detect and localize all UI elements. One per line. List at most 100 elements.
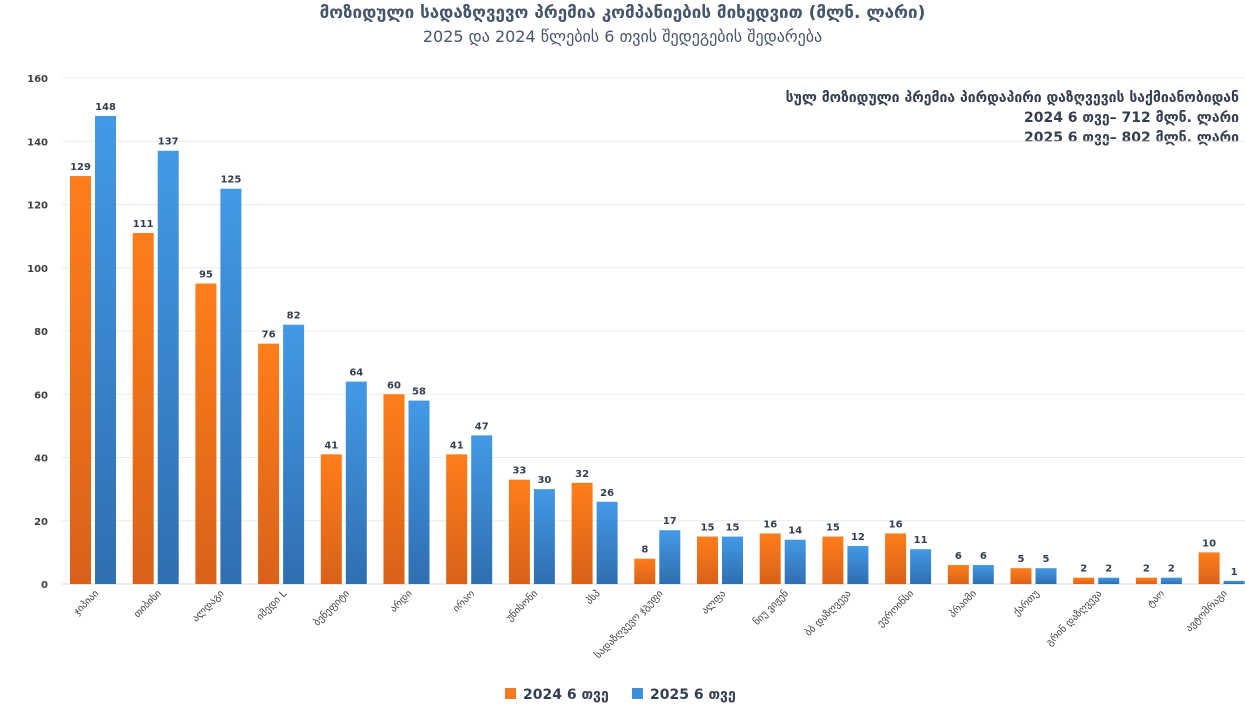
bar-2025 — [847, 546, 869, 584]
x-tick-label: ალფა — [700, 588, 728, 616]
y-tick-label: 140 — [27, 137, 48, 148]
x-tick-label: ბბ დაზღვევა — [803, 588, 854, 639]
bar-2024 — [383, 394, 405, 584]
bar-2024 — [634, 558, 656, 584]
bar-2025 — [1098, 577, 1120, 584]
data-label: 41 — [324, 440, 338, 451]
bar-2025 — [471, 435, 493, 584]
data-label: 16 — [889, 519, 903, 530]
y-tick-label: 80 — [34, 327, 48, 338]
y-tick-label: 120 — [27, 201, 48, 212]
x-tick-label: ავტომრაგი — [1183, 588, 1230, 635]
data-label: 8 — [641, 545, 648, 556]
x-tick-label: ქართუ — [1011, 588, 1042, 619]
bar-2024 — [697, 536, 718, 584]
data-label: 60 — [387, 380, 401, 391]
bar-2024 — [822, 536, 844, 584]
x-tick-label: გრინ დაზღვევა — [1044, 588, 1105, 649]
data-label: 148 — [95, 102, 116, 113]
x-tick-label: არდი — [387, 588, 414, 615]
data-label: 17 — [663, 516, 677, 527]
y-tick-label: 160 — [27, 74, 48, 85]
annotation-line-3: 2025 6 თვე– 802 მლნ. ლარი — [1023, 130, 1239, 146]
bar-2025 — [659, 530, 681, 584]
bar-2024 — [1198, 552, 1220, 584]
y-tick-label: 60 — [34, 390, 48, 401]
x-tick-label: იმედი L — [254, 587, 289, 622]
bar-2025 — [157, 150, 179, 585]
bar-2025 — [910, 549, 932, 584]
data-label: 26 — [600, 488, 614, 499]
bar-2025 — [220, 188, 242, 584]
bar-2025 — [533, 489, 555, 584]
y-tick-label: 20 — [34, 517, 48, 528]
data-label: 2 — [1168, 564, 1175, 575]
x-tick-label: ნიუ ვიჟენ — [751, 588, 791, 628]
bar-2024 — [947, 565, 969, 584]
data-label: 125 — [220, 175, 241, 186]
bar-2025 — [408, 400, 430, 584]
x-tick-label: ალდაგი — [190, 588, 226, 624]
bar-2025 — [283, 324, 305, 584]
data-label: 12 — [851, 532, 865, 543]
data-label: 15 — [726, 523, 740, 534]
bar-2024 — [132, 232, 154, 584]
data-label: 41 — [450, 440, 464, 451]
bar-2024 — [885, 533, 907, 584]
x-tick-label: ირაო — [450, 588, 477, 615]
data-label: 95 — [199, 270, 213, 281]
legend-swatch-2024 — [505, 688, 516, 699]
bar-2024 — [195, 283, 217, 584]
bar-2024 — [1073, 577, 1095, 584]
bar-2024 — [571, 482, 593, 584]
data-label: 58 — [412, 387, 426, 398]
data-label: 32 — [575, 469, 589, 480]
chart-title: მოზიდული სადაზღვევო პრემია კომპანიების მ… — [319, 3, 926, 23]
x-tick-label: უნისონი — [504, 588, 540, 624]
y-tick-label: 40 — [34, 454, 48, 465]
data-label: 11 — [914, 535, 928, 546]
data-label: 15 — [701, 523, 715, 534]
bar-2024 — [1010, 568, 1032, 584]
data-label: 14 — [788, 526, 802, 537]
data-label: 82 — [287, 311, 301, 322]
x-tick-label: თიბისი — [131, 588, 163, 620]
bar-2025 — [784, 539, 806, 584]
data-label: 6 — [980, 551, 987, 562]
data-label: 6 — [955, 551, 962, 562]
legend-label: 2024 6 თვე — [523, 687, 609, 703]
y-tick-label: 100 — [27, 264, 48, 275]
x-tick-label: ჯიპიაი — [71, 588, 101, 618]
x-tick-label: ბენეფიტი — [311, 588, 352, 629]
data-label: 2 — [1080, 564, 1087, 575]
y-tick-label: 0 — [41, 580, 48, 591]
bar-2024 — [1135, 577, 1157, 584]
data-label: 15 — [826, 523, 840, 534]
legend-swatch-2025 — [632, 688, 643, 699]
bar-2024 — [70, 176, 91, 584]
data-label: 10 — [1202, 538, 1216, 549]
bar-2025 — [345, 381, 367, 584]
bar-2025 — [722, 536, 743, 584]
bar-2025 — [1160, 577, 1182, 584]
annotation-line-2: 2024 6 თვე– 712 მლნ. ლარი — [1023, 110, 1239, 126]
bar-2024 — [446, 454, 468, 584]
data-label: 137 — [158, 137, 179, 148]
x-tick-label: პრაიმი — [947, 588, 979, 620]
data-label: 16 — [763, 519, 777, 530]
data-label: 129 — [70, 162, 91, 173]
bar-2024 — [759, 533, 781, 584]
bar-2024 — [320, 454, 342, 584]
x-tick-label: ევროინსი — [875, 588, 917, 630]
data-label: 30 — [537, 475, 551, 486]
x-tick-label: პსპ — [583, 588, 602, 607]
legend-label: 2025 6 თვე — [650, 687, 736, 703]
bar-2025 — [1035, 568, 1057, 584]
data-label: 2 — [1105, 564, 1112, 575]
x-tick-label: ტაო — [1145, 588, 1167, 610]
data-label: 5 — [1018, 554, 1025, 565]
bar-2025 — [596, 501, 618, 584]
bar-2025 — [1223, 580, 1245, 584]
